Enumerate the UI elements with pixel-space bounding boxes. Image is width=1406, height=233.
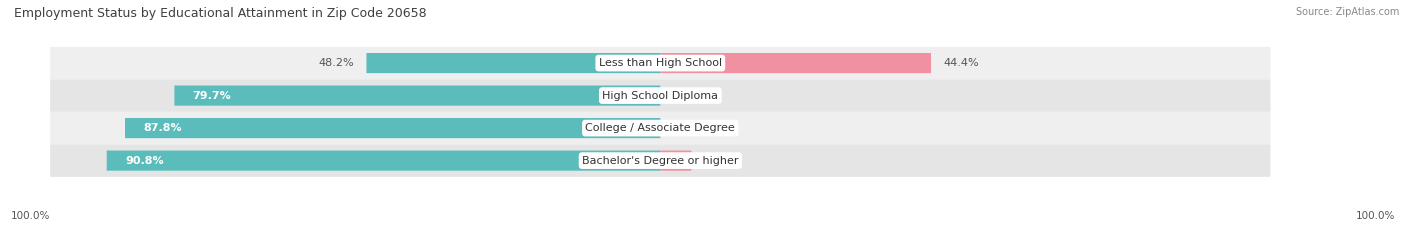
Text: 0.0%: 0.0% <box>672 91 700 101</box>
Text: Employment Status by Educational Attainment in Zip Code 20658: Employment Status by Educational Attainm… <box>14 7 426 20</box>
Text: Source: ZipAtlas.com: Source: ZipAtlas.com <box>1295 7 1399 17</box>
Text: 48.2%: 48.2% <box>319 58 354 68</box>
Text: 5.1%: 5.1% <box>703 156 733 166</box>
FancyBboxPatch shape <box>174 86 661 106</box>
FancyBboxPatch shape <box>51 112 1271 144</box>
Legend: In Labor Force, Unemployed: In Labor Force, Unemployed <box>593 230 813 233</box>
Text: 87.8%: 87.8% <box>143 123 181 133</box>
FancyBboxPatch shape <box>661 53 931 73</box>
Text: 44.4%: 44.4% <box>943 58 979 68</box>
Text: 100.0%: 100.0% <box>11 211 51 221</box>
Text: Less than High School: Less than High School <box>599 58 721 68</box>
FancyBboxPatch shape <box>367 53 661 73</box>
Text: Bachelor's Degree or higher: Bachelor's Degree or higher <box>582 156 738 166</box>
Text: 100.0%: 100.0% <box>1355 211 1395 221</box>
FancyBboxPatch shape <box>107 151 661 171</box>
Text: High School Diploma: High School Diploma <box>602 91 718 101</box>
Text: 79.7%: 79.7% <box>193 91 232 101</box>
FancyBboxPatch shape <box>51 79 1271 112</box>
FancyBboxPatch shape <box>51 144 1271 177</box>
Text: 0.0%: 0.0% <box>672 123 700 133</box>
Text: 90.8%: 90.8% <box>125 156 163 166</box>
FancyBboxPatch shape <box>661 151 692 171</box>
Text: College / Associate Degree: College / Associate Degree <box>585 123 735 133</box>
FancyBboxPatch shape <box>125 118 661 138</box>
FancyBboxPatch shape <box>51 47 1271 79</box>
